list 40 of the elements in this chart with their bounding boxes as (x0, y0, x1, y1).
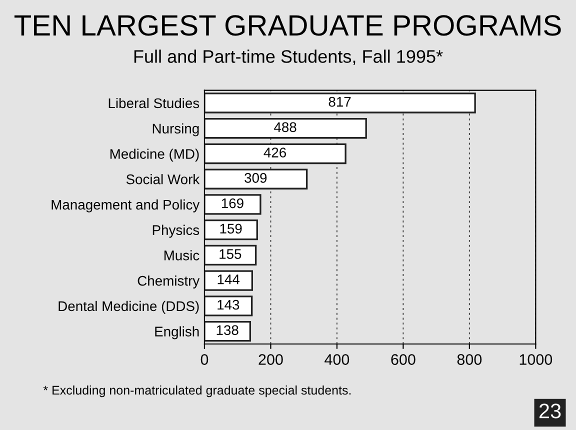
data-label: 488 (274, 122, 296, 132)
y-tick-label: Music (164, 250, 200, 260)
bar (204, 219, 258, 240)
bar (204, 296, 253, 316)
data-label: 155 (220, 249, 242, 259)
y-tick-label: Chemistry (138, 276, 200, 288)
y-tick-label: Management and Policy (52, 199, 200, 212)
x-tick-label: 200 (258, 354, 283, 365)
bar (204, 270, 254, 291)
bar (204, 194, 262, 215)
y-tick-label: Nursing (152, 123, 199, 136)
bar (204, 118, 367, 139)
data-label: 426 (264, 148, 286, 158)
x-tick-label: 0 (200, 354, 208, 365)
data-label: 169 (222, 198, 244, 208)
bar (204, 320, 252, 342)
y-tick-label: Social Work (126, 174, 200, 184)
bar (204, 168, 308, 190)
bar (204, 244, 257, 266)
text: 23 (539, 404, 561, 418)
data-label: 138 (216, 325, 238, 336)
data-label: 817 (328, 96, 351, 107)
chart-title: TEN LARGEST GRADUATE PROGRAMS (14, 15, 561, 36)
text: * Excluding non-matriculated graduate special students. (43, 385, 351, 398)
data-label: 144 (218, 274, 240, 284)
y-tick-label: Liberal Studies (108, 98, 200, 108)
y-tick-label: Medicine (MD) (110, 148, 199, 162)
x-tick-label: 800 (457, 354, 482, 365)
x-tick-label: 600 (391, 354, 416, 365)
data-label: 309 (244, 172, 267, 183)
y-tick-label: Physics (152, 224, 200, 238)
chart-subtitle: Full and Part-time Students, Fall 1995* (134, 50, 443, 66)
x-tick-label: 1000 (520, 354, 552, 365)
y-tick-label: English (155, 326, 199, 340)
data-label: 159 (220, 224, 242, 234)
data-label: 143 (218, 300, 240, 310)
y-tick-label: Dental Medicine (DDS) (58, 300, 199, 314)
bar (204, 92, 476, 114)
x-tick-label: 400 (324, 354, 350, 365)
bar (204, 143, 346, 164)
